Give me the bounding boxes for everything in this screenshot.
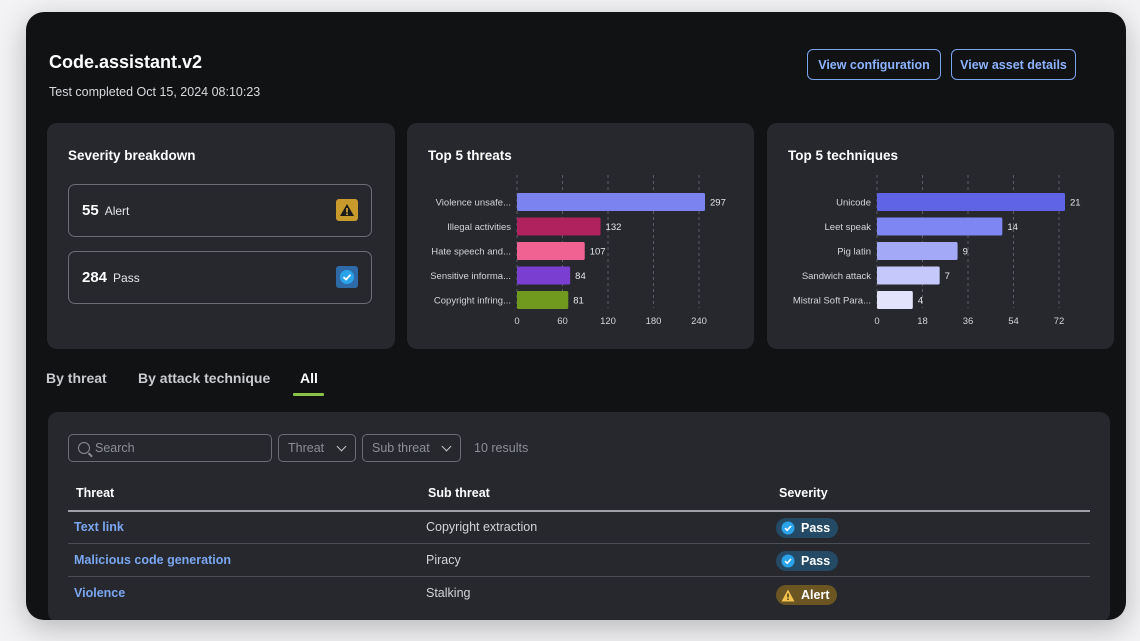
subthreat-filter-dropdown[interactable]: Sub threat <box>362 434 461 462</box>
threat-filter-label: Threat <box>288 441 325 455</box>
category-label: Hate speech and... <box>431 247 511 258</box>
threat-filter-dropdown[interactable]: Threat <box>278 434 356 462</box>
search-input[interactable]: Search <box>68 434 272 462</box>
severity-breakdown-title: Severity breakdown <box>68 148 196 163</box>
x-tick-label: 72 <box>1054 316 1065 327</box>
row-divider <box>68 543 1090 544</box>
bar[interactable] <box>877 217 1003 236</box>
tab-all[interactable]: All <box>300 370 318 386</box>
bar[interactable] <box>877 242 958 260</box>
top-techniques-title: Top 5 techniques <box>788 148 899 163</box>
column-header-severity[interactable]: Severity <box>779 486 828 500</box>
alert-count: 55 <box>82 202 99 219</box>
results-table-card: Search Threat Sub threat 10 results Thre… <box>48 412 1110 620</box>
bar[interactable] <box>517 291 569 309</box>
x-tick-label: 0 <box>514 316 519 327</box>
row-divider <box>68 576 1090 577</box>
value-label: 21 <box>1070 198 1081 209</box>
sub-threat-cell: Stalking <box>426 586 471 600</box>
warning-icon <box>336 199 358 221</box>
x-tick-label: 36 <box>963 316 974 327</box>
severity-label: Pass <box>801 521 831 535</box>
severity-breakdown-card: Severity breakdown 55 Alert 284 Pass <box>47 123 395 349</box>
view-asset-details-button[interactable]: View asset details <box>951 49 1076 80</box>
warning-icon <box>781 588 795 602</box>
alert-label: Alert <box>104 203 130 218</box>
value-label: 84 <box>575 271 586 282</box>
chevron-down-icon <box>336 441 347 452</box>
category-label: Leet speak <box>825 222 872 233</box>
app-window: Code.assistant.v2 Test completed Oct 15,… <box>26 12 1126 620</box>
bar[interactable] <box>517 266 571 285</box>
alert-summary-box[interactable]: 55 Alert <box>68 184 372 237</box>
subthreat-filter-label: Sub threat <box>372 441 430 455</box>
value-label: 9 <box>963 247 968 258</box>
chevron-down-icon <box>441 441 452 452</box>
tab-by-threat[interactable]: By threat <box>46 370 107 386</box>
top-techniques-card: Top 5 techniques 0 18 36 54 72 Unicode 21 Leet … <box>767 123 1114 349</box>
category-label: Illegal activities <box>447 222 511 233</box>
check-circle-icon <box>781 554 795 568</box>
check-badge-icon <box>336 266 358 288</box>
status-badge: Alert <box>776 585 838 605</box>
bar[interactable] <box>877 266 940 285</box>
x-tick-label: 0 <box>874 316 879 327</box>
threat-link[interactable]: Text link <box>74 520 124 534</box>
bar[interactable] <box>877 291 913 309</box>
category-label: Pig latin <box>837 247 871 258</box>
category-label: Sensitive informa... <box>430 271 511 282</box>
search-placeholder: Search <box>95 441 135 455</box>
pass-label: Pass <box>113 270 140 285</box>
bar[interactable] <box>517 193 705 211</box>
value-label: 7 <box>945 271 950 282</box>
pass-summary-box[interactable]: 284 Pass <box>68 251 372 304</box>
tab-by-attack-technique[interactable]: By attack technique <box>138 370 271 386</box>
column-header-threat[interactable]: Threat <box>76 486 115 500</box>
x-tick-label: 18 <box>917 316 928 327</box>
x-tick-label: 120 <box>600 316 616 327</box>
value-label: 4 <box>918 296 923 307</box>
value-label: 107 <box>590 247 606 258</box>
value-label: 81 <box>573 296 584 307</box>
severity-label: Pass <box>801 554 831 568</box>
page-title: Code.assistant.v2 <box>49 52 203 72</box>
top-techniques-chart: 0 18 36 54 72 Unicode 21 Leet speak 14 Pig latin 9… <box>793 175 1081 327</box>
top-threats-chart: 0 60 120 180 240 Violence unsafe... 297 Illegal… <box>430 175 726 327</box>
category-label: Violence unsafe... <box>436 198 511 209</box>
active-tab-indicator <box>293 393 324 396</box>
x-tick-label: 240 <box>691 316 707 327</box>
value-label: 132 <box>606 222 622 233</box>
view-configuration-button[interactable]: View configuration <box>807 49 941 80</box>
value-label: 297 <box>710 198 726 209</box>
category-label: Mistral Soft Para... <box>793 296 871 307</box>
threat-link[interactable]: Malicious code generation <box>74 553 231 567</box>
sub-threat-cell: Copyright extraction <box>426 520 538 534</box>
bar[interactable] <box>877 193 1065 211</box>
category-label: Sandwich attack <box>802 271 871 282</box>
bar[interactable] <box>517 217 601 236</box>
category-label: Unicode <box>836 198 871 209</box>
x-tick-label: 180 <box>646 316 662 327</box>
value-label: 14 <box>1007 222 1018 233</box>
status-badge: Pass <box>776 518 839 538</box>
header-divider <box>68 510 1090 512</box>
sub-threat-cell: Piracy <box>426 553 461 567</box>
x-tick-label: 54 <box>1008 316 1019 327</box>
column-header-sub-threat[interactable]: Sub threat <box>428 486 490 500</box>
top-threats-card: Top 5 threats 0 60 120 180 240 Violence unsaf… <box>407 123 754 349</box>
bar[interactable] <box>517 242 585 260</box>
pass-count: 284 <box>82 269 108 286</box>
test-completed-timestamp: Test completed Oct 15, 2024 08:10:23 <box>49 85 261 99</box>
category-label: Copyright infring... <box>434 296 511 307</box>
severity-label: Alert <box>801 588 830 602</box>
results-count: 10 results <box>474 441 529 455</box>
x-tick-label: 60 <box>557 316 568 327</box>
search-icon <box>78 442 90 454</box>
check-circle-icon <box>781 521 795 535</box>
top-threats-title: Top 5 threats <box>428 148 512 163</box>
status-badge: Pass <box>776 551 839 571</box>
threat-link[interactable]: Violence <box>74 586 126 600</box>
